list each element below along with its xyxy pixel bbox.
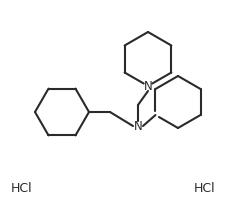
Text: HCl: HCl [11, 183, 33, 196]
Text: N: N [134, 119, 142, 132]
Text: N: N [144, 79, 152, 92]
Text: HCl: HCl [194, 183, 216, 196]
